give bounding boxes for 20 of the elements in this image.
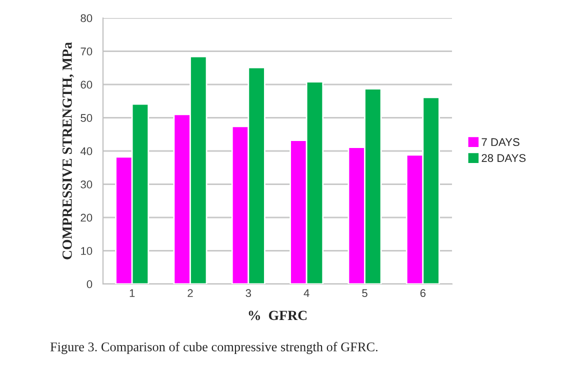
y-tick-label: 40: [80, 147, 92, 156]
y-tick-label: 80: [80, 14, 92, 22]
y-tick-label: 0: [86, 280, 92, 288]
x-tick-label: 6: [420, 289, 426, 298]
y-tick-label: 50: [80, 114, 92, 122]
y-tick-label: 70: [80, 48, 92, 56]
legend-label: 28 DAYS: [482, 154, 526, 162]
caption: Figure 3. Comparison of cube compressive strength of GFRC.: [50, 342, 378, 354]
y-tick-label: 30: [80, 180, 92, 188]
x-tick-label: 2: [188, 289, 193, 297]
x-axis-title: % GFRC: [248, 310, 307, 320]
x-tick-label: 3: [246, 289, 252, 298]
x-tick-label: 5: [362, 289, 368, 298]
y-tick-label: 10: [81, 247, 92, 255]
legend-label: 7 DAYS: [482, 138, 520, 146]
y-tick-label: 20: [80, 214, 92, 222]
x-tick-label: 4: [304, 289, 310, 297]
y-axis-title: COMPRESSIVE STRENGTH, MPa: [62, 42, 74, 260]
x-tick-label: 1: [130, 289, 135, 297]
y-tick-label: 60: [80, 80, 92, 89]
